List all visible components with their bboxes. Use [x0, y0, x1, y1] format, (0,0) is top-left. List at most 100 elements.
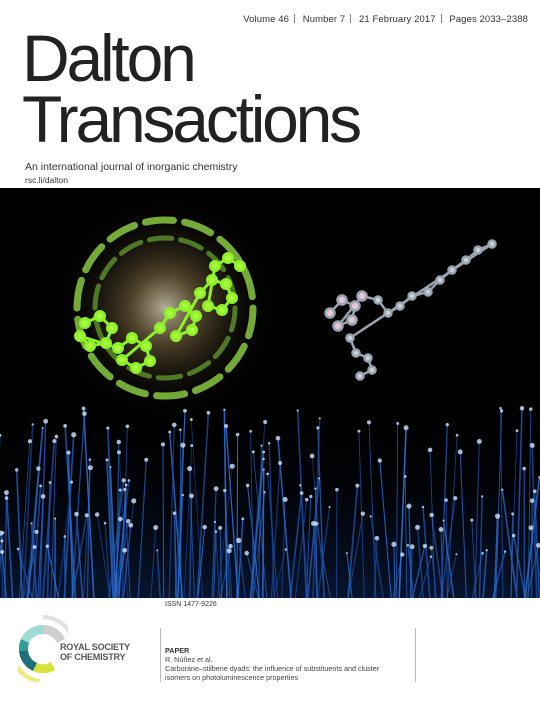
atom — [154, 322, 166, 334]
fiber-tip — [503, 550, 507, 553]
fiber-tip — [470, 518, 474, 522]
fiber-tip — [103, 521, 107, 525]
fiber-tip — [403, 425, 409, 431]
fiber-tip — [310, 521, 316, 526]
fiber-tip — [66, 450, 71, 455]
fiber-tip — [453, 496, 458, 501]
glow-ring-segment — [141, 216, 177, 226]
glow-ring-segment — [99, 256, 118, 281]
glow-ring-segment — [73, 276, 85, 312]
fiber-tip — [171, 422, 177, 428]
optical-fiber — [440, 498, 456, 598]
optical-fiber — [228, 550, 233, 598]
fiber-tip — [123, 487, 127, 492]
fiber-tip — [438, 527, 444, 532]
atom — [395, 301, 405, 311]
fiber-tip — [94, 512, 100, 517]
issn: ISSN 1477-9226 — [165, 601, 217, 608]
optical-fiber — [168, 424, 175, 598]
optical-fiber — [238, 540, 246, 598]
optical-fiber — [299, 485, 309, 598]
atom — [206, 274, 218, 286]
fiber-tip — [41, 427, 44, 430]
fiber-tip — [0, 530, 4, 536]
optical-fiber — [530, 527, 540, 580]
fiber-tip — [0, 549, 5, 554]
page-range: Pages 2033–2388 — [449, 14, 528, 25]
optical-fiber — [530, 500, 533, 598]
fiber-tip — [422, 543, 428, 549]
fiber-tip — [228, 543, 233, 549]
optical-fiber — [407, 545, 415, 598]
fiber-tip — [444, 498, 448, 502]
fiber-tip — [241, 517, 245, 521]
atom — [407, 291, 417, 301]
glow-ring-segment — [87, 352, 114, 381]
optical-fiber — [515, 408, 523, 598]
atom — [222, 252, 234, 264]
atom — [226, 292, 238, 304]
atom — [164, 307, 176, 319]
journal-title-line2: Transactions — [22, 81, 362, 156]
optical-fiber — [395, 423, 399, 598]
fiber-tip — [309, 453, 315, 459]
journal-url[interactable]: rsc.li/dalton — [25, 175, 68, 185]
atom — [355, 371, 365, 381]
optical-fiber — [225, 425, 239, 598]
optical-fiber — [249, 451, 265, 598]
fiber-tip — [400, 552, 405, 557]
optical-fiber — [471, 553, 484, 598]
fiber-tip — [421, 505, 425, 509]
glow-ring-segment — [118, 239, 144, 256]
optical-fiber — [317, 506, 331, 598]
optical-fiber — [270, 463, 281, 598]
atom — [112, 342, 124, 354]
optical-fiber — [219, 527, 223, 598]
fiber-tip — [118, 488, 122, 492]
atom — [190, 310, 202, 322]
fiber-tip — [511, 512, 515, 516]
fiber-tip — [357, 429, 361, 433]
optical-fiber — [118, 484, 127, 598]
fiber-tip — [536, 542, 540, 548]
fiber-tip — [529, 442, 535, 448]
optical-fiber — [512, 535, 527, 598]
optical-fiber — [173, 513, 178, 598]
fiber-tip — [190, 444, 194, 448]
fiber-tip — [511, 533, 516, 538]
fiber-tip — [529, 498, 535, 503]
atom — [194, 287, 206, 299]
glow-ring-segment — [212, 335, 231, 360]
fiber-tip — [126, 518, 131, 524]
atom — [332, 320, 344, 332]
bond — [206, 265, 217, 307]
fiber-tip — [494, 513, 501, 519]
fiber-tip — [183, 408, 187, 413]
optical-fiber — [510, 513, 514, 598]
fiber-tip — [267, 441, 271, 445]
optical-fiber — [430, 547, 437, 598]
optical-fiber — [0, 533, 8, 598]
fiber-tip — [481, 551, 484, 555]
fiber-tip — [109, 466, 112, 469]
atom — [349, 300, 361, 312]
optical-fiber — [347, 485, 359, 598]
optical-fiber — [217, 466, 233, 598]
fiber-tip — [69, 480, 74, 484]
fiber-tip — [266, 472, 270, 476]
optical-fiber — [499, 408, 504, 598]
fiber-tip — [131, 498, 137, 504]
optical-fiber — [30, 523, 38, 598]
optical-fiber — [252, 451, 268, 598]
optical-fiber — [37, 496, 44, 598]
atom — [473, 245, 483, 255]
fiber-tip — [515, 429, 519, 433]
fiber-tip — [366, 420, 372, 425]
atom — [202, 300, 214, 312]
fiber-tip — [317, 477, 321, 480]
optical-fiber — [168, 431, 184, 598]
journal-title-line1: Dalton — [22, 21, 197, 95]
fiber-tip — [144, 457, 149, 462]
fiber-tip — [499, 406, 502, 410]
issue-date: 21 February 2017 — [359, 14, 436, 25]
